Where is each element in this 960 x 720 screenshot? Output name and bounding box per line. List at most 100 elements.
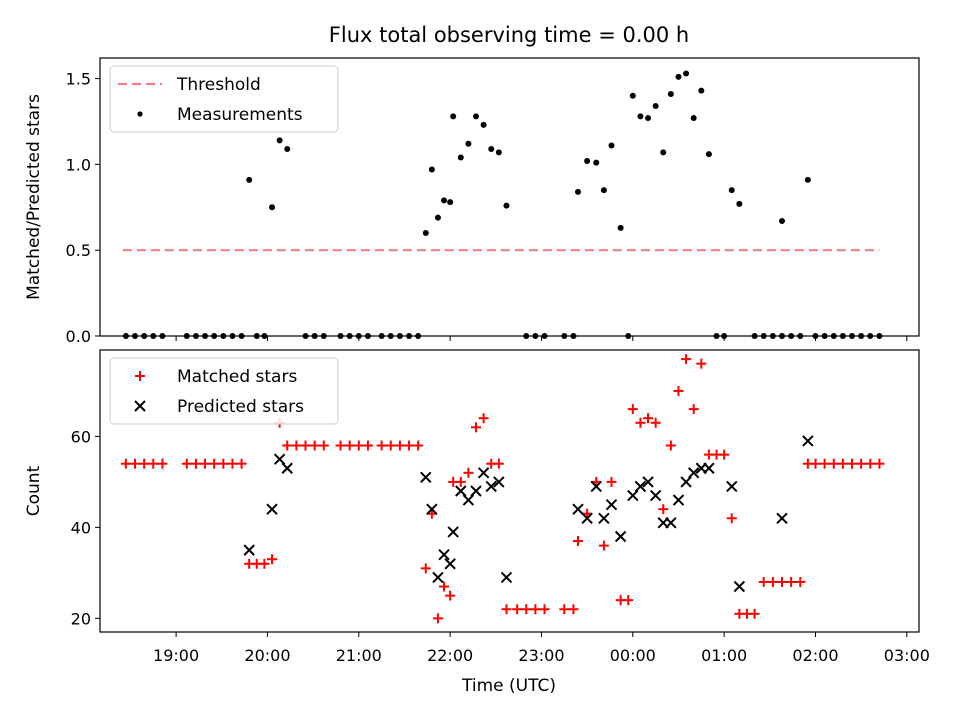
matched-star-point [847,458,858,469]
matched-star-point [130,458,141,469]
matched-star-point [874,458,885,469]
predicted-star-point [444,558,456,570]
measurement-point [311,333,318,339]
measurement-point [150,333,157,339]
matched-star-point [606,476,617,487]
measurement-point [246,176,253,183]
y-tick-label: 40 [71,518,91,537]
matched-star-point [837,458,848,469]
measurement-point [728,187,735,194]
matched-star-point [181,458,192,469]
measurement-point [797,333,804,339]
matched-star-point [318,440,329,451]
measurement-point [261,333,268,339]
matched-star-point [719,449,730,460]
predicted-star-point [572,503,584,515]
legend-box [109,65,339,133]
predicted-star-point [477,467,490,479]
matched-star-point [665,440,676,451]
measurement-point [132,333,139,339]
measurement-point [839,333,846,339]
measurement-point [867,333,874,339]
measurement-point [495,149,502,156]
measurement-point [422,230,429,237]
predicted-star-point [281,462,293,474]
measurement-point [415,333,422,339]
measurement-point [488,145,495,152]
measurement-point [450,113,457,120]
measurement-point [320,333,327,339]
matched-star-point [344,440,355,451]
measurement-point [337,333,344,339]
predicted-star-point [726,480,738,493]
predicted-star-point [485,480,497,493]
measurement-point [849,333,856,339]
matched-star-point [157,458,168,469]
measurement-point [480,121,487,128]
measurement-point [220,333,227,339]
matched-star-point [190,458,201,469]
matched-star-point [139,458,150,469]
legend-label: Predicted stars [177,397,304,417]
measurement-point [645,115,652,122]
measurement-point [346,333,353,339]
measurement-point [532,333,539,339]
matched-star-point [148,458,159,469]
matched-star-point [120,458,131,469]
measurement-point [637,113,644,120]
measurement-point [406,333,413,339]
matched-star-point [309,440,320,451]
matched-star-point [623,595,634,606]
predicted-star-point [614,530,627,543]
measurement-point [523,333,530,339]
matched-star-point [385,440,396,451]
measurement-point [276,137,283,144]
measurement-point [625,333,632,339]
measurement-point [503,202,510,209]
predicted-star-point [703,462,715,474]
measurement-point [698,87,705,94]
matched-star-point [236,458,247,469]
legend-label: Threshold [176,75,261,95]
predicted-star-point [634,480,647,493]
y-axis-label: Matched/Predicted stars [24,94,44,300]
measurement-point [141,333,148,339]
measurement-point [253,333,260,339]
legend-label: Matched stars [177,367,297,387]
predicted-star-point [802,435,814,447]
matched-star-point [810,458,821,469]
measurement-point [652,103,659,110]
y-tick-label: 20 [71,609,91,628]
matched-star-point [643,413,654,424]
x-tick-label: 20:00 [244,646,290,665]
measurement-point [378,333,385,339]
matched-star-point [267,554,278,565]
measurement-point [122,333,129,339]
measurement-point [705,151,712,158]
x-tick-label: 01:00 [701,646,747,665]
matched-star-point [828,458,839,469]
legend-measurement-swatch [137,111,143,117]
measurement-point [683,70,690,77]
measurement-point [473,113,480,120]
measurement-point [600,187,607,194]
matched-star-point [650,417,661,428]
measurement-point [751,333,758,339]
measurement-point [736,200,743,207]
predicted-star-point [672,494,685,506]
matched-star-point [335,440,346,451]
matched-star-point [420,563,431,574]
matched-star-point [432,613,443,624]
measurement-point [238,333,245,339]
measurement-point [608,142,615,149]
x-tick-label: 19:00 [153,646,199,665]
predicted-star-point [598,512,610,524]
predicted-star-point [266,503,278,515]
measurement-point [769,333,776,339]
bottom-panel: 20 40 60 19:00 20:00 21:00 22:00 23:00 00:00 01:0… [24,349,930,665]
matched-star-point [635,417,646,428]
measurement-point [284,145,291,152]
matched-star-point [758,576,769,587]
matched-star-point [530,604,541,615]
matched-star-point [200,458,211,469]
